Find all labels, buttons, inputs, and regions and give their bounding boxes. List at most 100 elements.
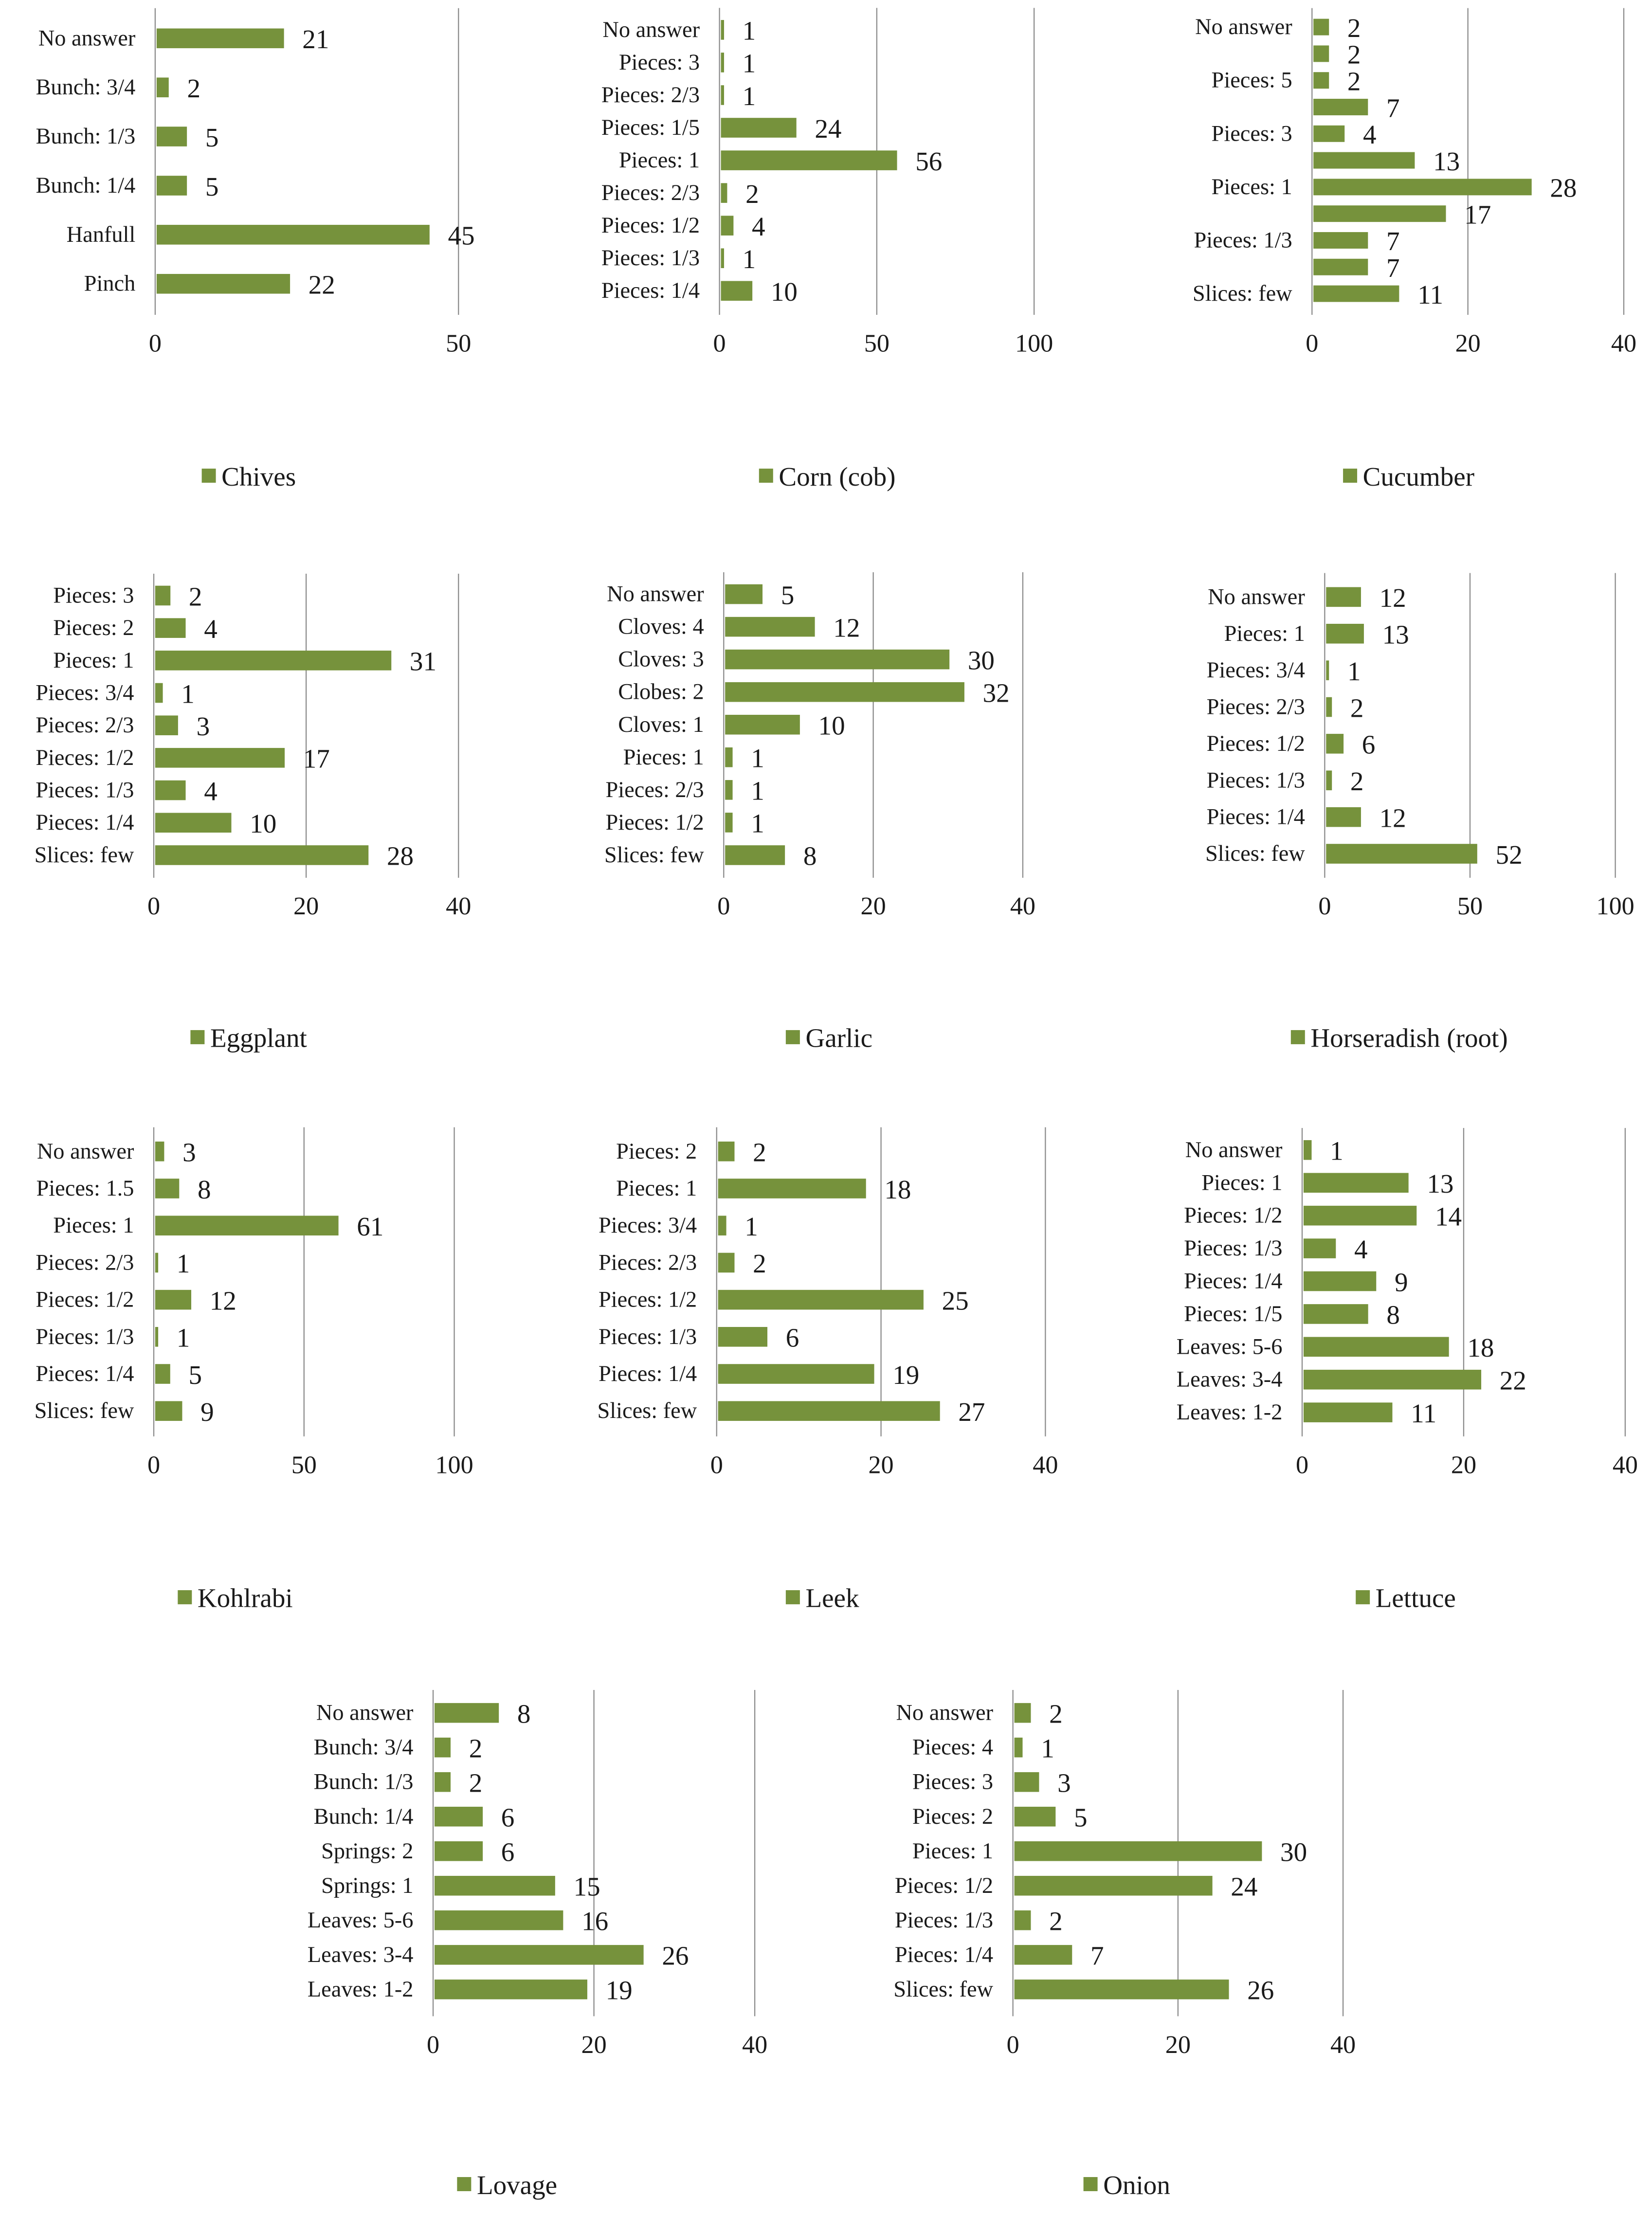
category-label: Pieces: 2 xyxy=(53,616,134,640)
bar xyxy=(156,127,187,146)
bar xyxy=(718,1364,874,1384)
bar xyxy=(718,1289,924,1310)
category-label: Pieces: 3/4 xyxy=(1207,658,1305,683)
value-label: 12 xyxy=(1380,803,1406,833)
legend-label: Lettuce xyxy=(1376,1583,1456,1613)
chart-kohlrabi: No answer 3 Pieces: 1.5 8 Pieces: 1 61 Pieces:… xyxy=(35,1127,473,1613)
category-label: Pieces: 1/3 xyxy=(36,1325,134,1349)
category-label: Pieces: 1/3 xyxy=(36,778,134,803)
value-label: 18 xyxy=(884,1175,911,1204)
value-label: 5 xyxy=(781,580,795,610)
x-tick-label: 0 xyxy=(1007,2031,1019,2059)
bar xyxy=(434,1841,483,1861)
value-label: 31 xyxy=(410,647,436,676)
value-label: 21 xyxy=(302,24,329,54)
category-label: Pieces: 1 xyxy=(619,148,700,173)
bar xyxy=(156,273,290,294)
value-label: 10 xyxy=(771,277,798,307)
chart-onion: No answer 2 Pieces: 4 1 Pieces: 3 3 Pieces: 2 5… xyxy=(893,1690,1356,2200)
category-label: Cloves: 1 xyxy=(618,712,704,737)
bar xyxy=(434,1979,587,1999)
value-label: 22 xyxy=(1500,1366,1526,1396)
category-label: Pinch xyxy=(84,272,136,296)
category-label: Pieces: 2/3 xyxy=(1207,695,1305,720)
value-label: 4 xyxy=(1363,120,1377,149)
category-label: Pieces: 2/3 xyxy=(36,1250,134,1275)
bar xyxy=(1014,1910,1031,1930)
x-tick-label: 40 xyxy=(1010,892,1035,920)
chart-eggplant: Pieces: 3 2 Pieces: 2 4 Pieces: 1 31 Pieces: 3… xyxy=(35,574,471,1053)
value-label: 2 xyxy=(753,1138,766,1167)
value-label: 2 xyxy=(469,1768,483,1798)
bar xyxy=(1014,1772,1039,1792)
bar xyxy=(155,1327,159,1347)
category-label: Pieces: 2 xyxy=(616,1139,697,1164)
bar xyxy=(721,85,724,105)
bar xyxy=(1014,1945,1072,1965)
value-label: 11 xyxy=(1417,280,1443,309)
x-tick-label: 50 xyxy=(446,329,471,357)
value-label: 17 xyxy=(1464,200,1491,229)
value-label: 1 xyxy=(1347,656,1361,686)
x-tick-label: 20 xyxy=(293,892,319,920)
category-label: Slices: few xyxy=(1193,281,1292,306)
category-label: Bunch: 3/4 xyxy=(36,75,135,100)
value-label: 13 xyxy=(1382,620,1409,650)
bar xyxy=(434,1945,644,1965)
value-label: 12 xyxy=(1380,583,1406,613)
bar xyxy=(725,682,964,702)
chart-garlic: No answer 5 Cloves: 4 12 Cloves: 3 30 Clobes: … xyxy=(604,572,1035,1053)
bar xyxy=(434,1703,499,1723)
category-label: Pieces: 4 xyxy=(912,1735,993,1760)
category-label: Cloves: 3 xyxy=(618,647,704,672)
category-label: Pieces: 1/4 xyxy=(1184,1269,1282,1294)
category-label: Bunch: 1/3 xyxy=(314,1770,414,1795)
x-tick-label: 0 xyxy=(147,1451,160,1479)
value-label: 1 xyxy=(743,49,756,78)
value-label: 56 xyxy=(915,146,942,176)
category-label: Pieces: 2/3 xyxy=(605,778,704,802)
bar xyxy=(721,53,724,73)
category-label: Pieces: 1/4 xyxy=(1207,805,1305,830)
value-label: 1 xyxy=(751,776,764,806)
x-tick-label: 20 xyxy=(861,892,886,920)
category-label: Pieces: 1/4 xyxy=(36,810,134,835)
bar xyxy=(155,1401,182,1421)
category-label: Springs: 2 xyxy=(321,1839,413,1864)
category-label: Pieces: 1/2 xyxy=(599,1288,697,1312)
value-label: 7 xyxy=(1386,226,1400,256)
value-label: 4 xyxy=(204,614,218,644)
legend-swatch xyxy=(178,1590,192,1604)
chart-chives: No answer 21 Bunch: 3/4 2 Bunch: 1/3 5 Bunch: … xyxy=(36,8,475,491)
bar xyxy=(155,585,171,606)
value-label: 19 xyxy=(892,1360,919,1390)
x-tick-label: 20 xyxy=(1455,329,1481,357)
category-label: Pieces: 3/4 xyxy=(599,1213,697,1238)
category-label: Slices: few xyxy=(1205,841,1305,866)
bar xyxy=(156,77,169,97)
x-tick-label: 100 xyxy=(1596,892,1634,920)
value-label: 5 xyxy=(188,1360,202,1390)
value-label: 3 xyxy=(197,711,210,741)
bar xyxy=(1014,1703,1031,1723)
bar xyxy=(1014,1876,1213,1896)
bar xyxy=(434,1772,451,1792)
x-tick-label: 50 xyxy=(291,1451,317,1479)
category-label: No answer xyxy=(1195,15,1292,39)
bar xyxy=(721,183,727,203)
value-label: 1 xyxy=(744,1212,758,1241)
value-label: 13 xyxy=(1427,1169,1453,1198)
category-label: Hanfull xyxy=(67,222,136,247)
category-label: Slices: few xyxy=(893,1977,993,2002)
value-label: 24 xyxy=(1231,1872,1257,1902)
bar xyxy=(1303,1402,1393,1422)
bar xyxy=(155,813,232,833)
value-label: 26 xyxy=(1247,1976,1274,2005)
category-label: No answer xyxy=(37,1139,134,1164)
bar xyxy=(1014,1806,1056,1827)
category-label: Pieces: 1/4 xyxy=(36,1362,134,1386)
x-tick-label: 40 xyxy=(1033,1451,1058,1479)
bar xyxy=(155,748,285,768)
category-label: Pieces: 1/3 xyxy=(895,1908,993,1933)
bar xyxy=(1014,1979,1229,1999)
